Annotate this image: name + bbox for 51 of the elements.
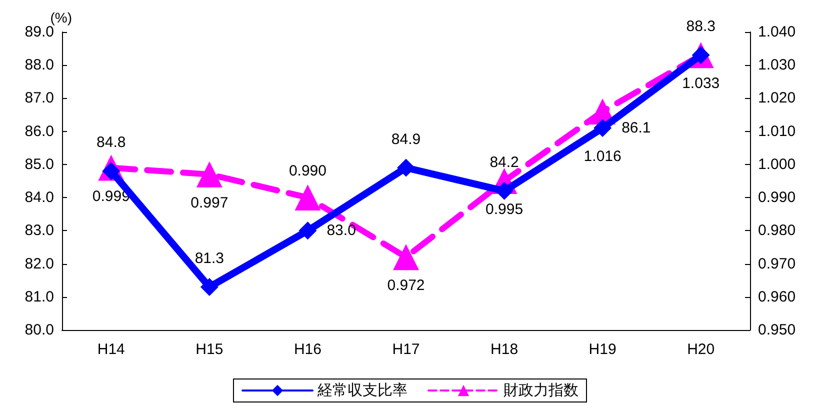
y-tick-label: 82.0 xyxy=(24,255,54,272)
data-label: 81.3 xyxy=(194,250,224,267)
point xyxy=(200,278,218,296)
data-label: 1.016 xyxy=(584,148,622,166)
point xyxy=(294,184,321,211)
x-tick-label: H19 xyxy=(588,341,616,358)
y-tick-label: 83.0 xyxy=(24,222,54,240)
legend-label: 経常収支比率 xyxy=(316,382,408,399)
data-label: 0.972 xyxy=(387,277,425,294)
data-label: 88.3 xyxy=(686,18,716,36)
y-tick-label: 85.0 xyxy=(24,156,54,173)
y2-tick-label: 0.960 xyxy=(758,288,796,306)
legend-label: 財政力指数 xyxy=(504,382,578,399)
data-label: 84.2 xyxy=(490,154,519,171)
point xyxy=(298,222,317,240)
x-tick-label: H17 xyxy=(392,341,420,358)
point xyxy=(495,182,514,200)
y-tick-label: 84.0 xyxy=(24,189,54,206)
y2-tick-label: 0.990 xyxy=(758,189,796,206)
x-tick-label: H16 xyxy=(294,341,322,358)
data-label: 0.997 xyxy=(190,194,228,212)
y-tick-label: 88.0 xyxy=(24,56,54,74)
data-label: 1.033 xyxy=(682,75,720,92)
y2-tick-label: 1.030 xyxy=(758,56,796,74)
x-tick-label: H20 xyxy=(687,341,715,358)
y-tick-label: 87.0 xyxy=(24,90,54,107)
point xyxy=(397,158,415,177)
y2-tick-label: 1.010 xyxy=(758,122,796,140)
y2-tick-label: 0.980 xyxy=(758,222,796,240)
y-tick-label: 81.0 xyxy=(24,288,54,306)
y2-tick-label: 1.020 xyxy=(758,90,796,107)
y2-tick-label: 0.970 xyxy=(758,255,796,272)
y2-tick-label: 0.950 xyxy=(758,322,796,338)
point xyxy=(196,161,222,188)
x-tick-label: H18 xyxy=(490,341,518,358)
y-tick-label: 86.0 xyxy=(24,122,54,140)
data-label: 83.0 xyxy=(326,222,356,240)
x-tick-label: H14 xyxy=(97,341,125,358)
data-label: 0.995 xyxy=(486,201,524,218)
y2-tick-label: 1.000 xyxy=(758,156,796,173)
data-label: 86.1 xyxy=(622,120,651,137)
point xyxy=(594,119,612,138)
data-label: 84.8 xyxy=(96,134,126,152)
point xyxy=(393,244,419,270)
data-label: 84.9 xyxy=(391,130,421,148)
data-label: 0.990 xyxy=(288,162,326,180)
y-tick-label: 80.0 xyxy=(24,322,54,338)
y-axis-title: (%) xyxy=(50,10,72,26)
x-tick-label: H15 xyxy=(196,341,224,358)
y-tick-label: 89.0 xyxy=(24,24,54,40)
y2-tick-label: 1.040 xyxy=(758,24,796,40)
